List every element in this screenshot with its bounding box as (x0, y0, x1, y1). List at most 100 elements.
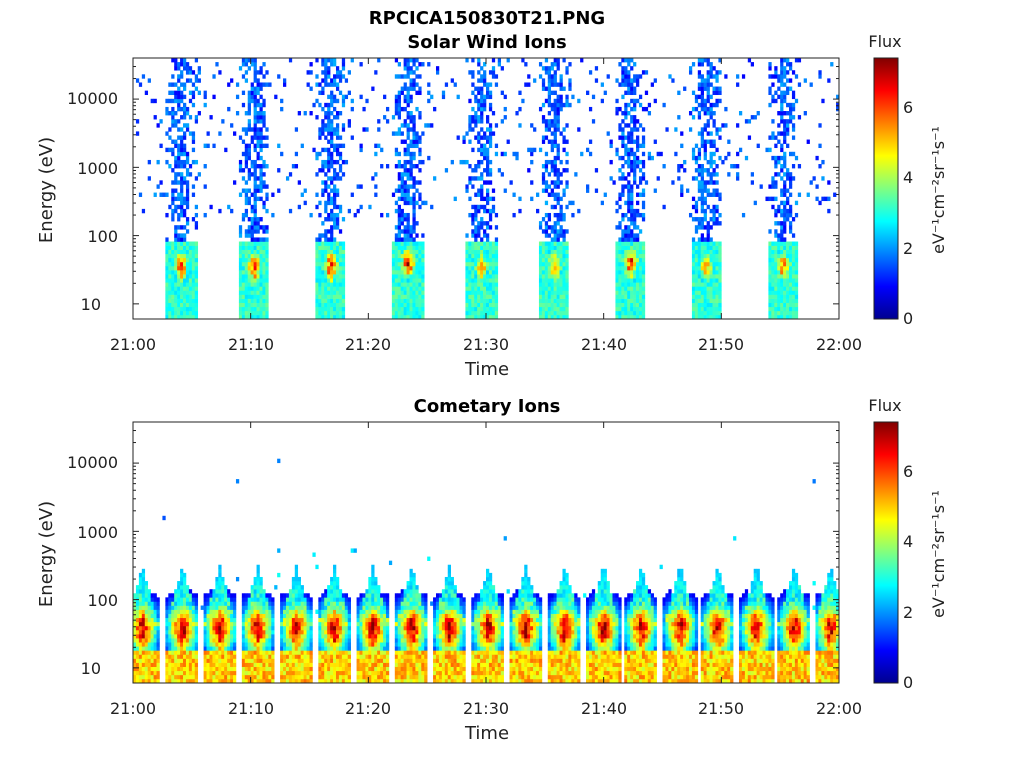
heatmap-cell (397, 94, 401, 100)
heatmap-cell (777, 294, 781, 299)
heatmap-cell (468, 139, 472, 144)
heatmap-cell (715, 302, 719, 308)
heatmap-cell (421, 278, 425, 283)
heatmap-cell (483, 155, 487, 161)
heatmap-cell (477, 233, 481, 238)
heatmap-cell (171, 257, 175, 263)
heatmap-cell (544, 245, 549, 250)
heatmap-cell (185, 278, 190, 283)
heatmap-cell (324, 82, 328, 87)
heatmap-cell (618, 135, 622, 140)
heatmap-cell (633, 278, 637, 283)
heatmap-cell (486, 86, 490, 91)
heatmap-cell (338, 286, 343, 291)
heatmap-cell (559, 212, 563, 218)
heatmap-cell (403, 306, 407, 312)
heatmap-cell (453, 196, 457, 202)
heatmap-cell (718, 249, 722, 255)
heatmap-cell (756, 143, 760, 149)
heatmap-cell (638, 143, 643, 149)
heatmap-cell (703, 225, 707, 230)
heatmap-cell (394, 111, 399, 116)
heatmap-cell (215, 658, 219, 663)
heatmap-cell (324, 115, 328, 120)
heatmap-cell (544, 229, 549, 234)
heatmap-cell (777, 249, 781, 255)
heatmap-cell (683, 159, 687, 165)
heatmap-cell (138, 192, 143, 197)
heatmap-cell (250, 192, 254, 197)
heatmap-cell (538, 147, 543, 153)
heatmap-cell (706, 70, 710, 75)
heatmap-cell (183, 625, 187, 631)
heatmap-cell (544, 278, 549, 283)
heatmap-cell (483, 290, 487, 295)
heatmap-cell (709, 111, 713, 116)
heatmap-cell (227, 646, 231, 651)
heatmap-cell (212, 589, 216, 594)
heatmap-cell (150, 601, 154, 606)
heatmap-cell (641, 164, 646, 169)
heatmap-cell (180, 629, 184, 635)
heatmap-cell (547, 184, 552, 189)
heatmap-cell (768, 74, 772, 79)
heatmap-cell (697, 180, 702, 185)
heatmap-cell (230, 123, 234, 128)
heatmap-cell (480, 119, 484, 124)
heatmap-cell (488, 282, 493, 287)
heatmap-cell (480, 241, 484, 246)
axis-ticks (132, 57, 840, 319)
heatmap-cell (783, 159, 787, 165)
heatmap-cell (750, 172, 754, 177)
heatmap-cell (794, 306, 799, 312)
heatmap-cell (327, 115, 331, 120)
heatmap-cell (183, 613, 187, 619)
heatmap-cell (330, 151, 334, 157)
heatmap-cell (609, 176, 613, 181)
heatmap-cell (794, 98, 799, 104)
heatmap-cell (780, 188, 784, 193)
heatmap-cell (147, 654, 151, 659)
heatmap-cell (783, 192, 787, 197)
heatmap-cell (483, 265, 487, 271)
heatmap-cell (359, 94, 363, 100)
heatmap-cell (477, 265, 481, 271)
heatmap-cell (253, 74, 257, 79)
heatmap-cell (250, 294, 254, 299)
heatmap-cell (197, 70, 201, 75)
heatmap-cell (403, 212, 407, 218)
heatmap-cell (209, 609, 213, 614)
heatmap-cell (594, 188, 599, 193)
heatmap-cell (138, 605, 143, 610)
heatmap-cell (715, 204, 719, 210)
heatmap-cell (633, 298, 637, 303)
heatmap-cell (341, 74, 346, 79)
heatmap-cell (406, 151, 410, 157)
heatmap-cell (174, 98, 178, 104)
heatmap-cell (141, 662, 146, 667)
heatmap-cell (188, 253, 193, 259)
heatmap-cell (183, 115, 187, 120)
heatmap-cell (750, 62, 754, 67)
heatmap-cell (330, 143, 334, 149)
heatmap-cell (330, 253, 334, 259)
heatmap-cell (474, 98, 478, 104)
heatmap-cell (238, 225, 243, 230)
heatmap-cell (574, 172, 578, 177)
heatmap-cell (709, 294, 713, 299)
heatmap-cell (712, 212, 716, 218)
heatmap-cell (483, 314, 487, 320)
heatmap-cell (615, 257, 619, 263)
heatmap-cell (488, 70, 493, 75)
heatmap-cell (191, 261, 196, 267)
heatmap-cell (633, 172, 637, 177)
heatmap-cell (406, 310, 410, 316)
heatmap-cell (788, 221, 793, 226)
heatmap-cell (174, 123, 178, 128)
heatmap-cell (150, 634, 154, 639)
heatmap-cell (241, 601, 246, 606)
heatmap-cell (815, 155, 819, 161)
heatmap-cell (394, 290, 399, 295)
heatmap-cell (624, 78, 628, 83)
heatmap-cell (244, 261, 249, 267)
